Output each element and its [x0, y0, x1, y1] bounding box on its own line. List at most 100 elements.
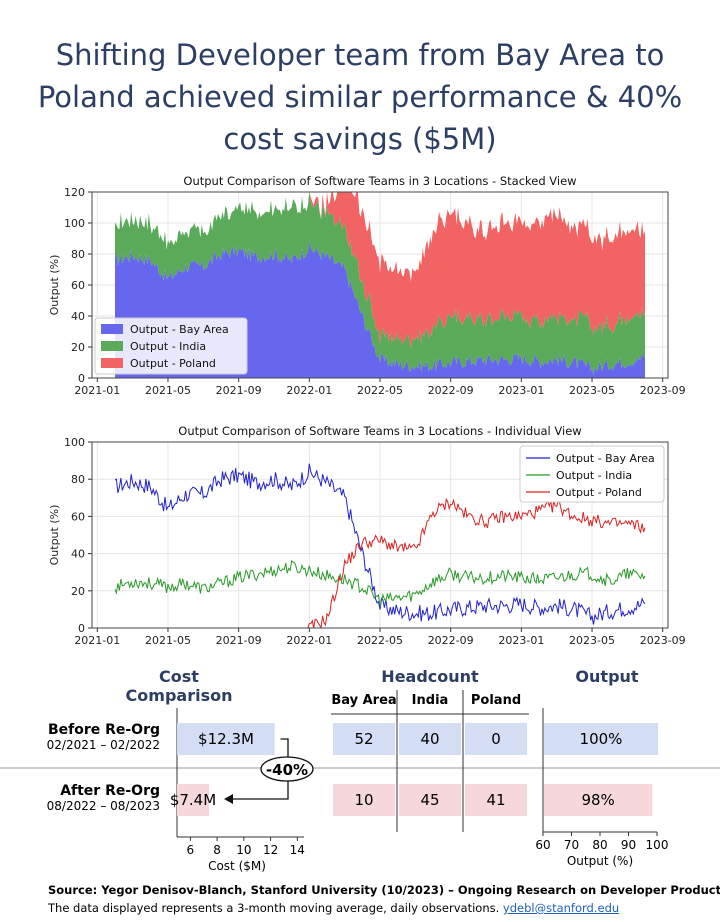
- cost-bar-label: $12.3M: [198, 730, 254, 748]
- source-text: Source: Yegor Denisov-Blanch, Stanford U…: [48, 883, 720, 897]
- output-xtick-label: 80: [592, 838, 607, 852]
- c1-xtick-label: 2021-09: [216, 384, 262, 397]
- c2-legend-label: Output - Bay Area: [556, 452, 655, 465]
- c1-ytick-label: 60: [71, 279, 85, 292]
- c2-xtick-label: 2023-09: [640, 634, 686, 647]
- before-period: 02/2021 – 02/2022: [46, 738, 160, 752]
- title-line-1: Shifting Developer team from Bay Area to: [55, 38, 665, 72]
- savings-label: -40%: [266, 761, 308, 779]
- headcount-after-bay-area: 10: [333, 784, 395, 816]
- after-label: After Re-Org: [60, 783, 160, 799]
- individual-line-chart: 0 20 40 60 80 100 2021-01 2021-05 2021-09 2022-01…: [48, 424, 686, 647]
- c2-ylabel: Output (%): [48, 505, 61, 566]
- cost-xlabel: Cost ($M): [208, 859, 266, 873]
- headcount-after-india: 45: [399, 784, 461, 816]
- c2-title: Output Comparison of Software Teams in 3…: [178, 424, 581, 438]
- output-xtick-label: 60: [535, 838, 550, 852]
- c1-legend-label: Output - Bay Area: [130, 323, 229, 336]
- c2-ytick-label: 40: [71, 548, 85, 561]
- before-row-label: Before Re-Org 02/2021 – 02/2022: [0, 722, 160, 752]
- c1-title: Output Comparison of Software Teams in 3…: [183, 174, 576, 188]
- c2-xtick-label: 2022-05: [357, 634, 403, 647]
- title-line-3: cost savings ($5M): [223, 122, 497, 156]
- output-bar-label: 98%: [581, 791, 614, 809]
- c1-legend-label: Output - Poland: [130, 357, 216, 370]
- output-bar: [544, 784, 653, 816]
- c1-xtick-label: 2023-09: [640, 384, 686, 397]
- c2-ytick-label: 80: [71, 473, 85, 486]
- c1-xtick-label: 2023-01: [498, 384, 544, 397]
- col-poland: Poland: [470, 693, 522, 708]
- savings-badge: [260, 756, 314, 782]
- c1-legend-swatch: [101, 358, 123, 368]
- c2-line-output-india: [114, 559, 646, 607]
- cost-bar-label: $7.4M: [170, 791, 216, 809]
- comparison-panel: 6 8 10 12 14 Cost ($M) $12.3M $7.4M -40% 60 70 80 90…: [0, 690, 720, 873]
- headcount-heading: Headcount: [381, 667, 479, 686]
- c2-xtick-label: 2021-01: [74, 634, 120, 647]
- c2-legend-label: Output - Poland: [556, 486, 642, 499]
- c2-ytick-label: 60: [71, 510, 85, 523]
- c1-xtick-label: 2021-05: [145, 384, 191, 397]
- c2-xtick-label: 2023-05: [569, 634, 615, 647]
- after-period: 08/2022 – 08/2023: [46, 799, 160, 813]
- c2-legend-label: Output - India: [556, 469, 632, 482]
- c1-legend-swatch: [101, 341, 123, 351]
- c1-ytick-label: 80: [71, 248, 85, 261]
- c1-ytick-label: 100: [64, 217, 85, 230]
- output-bar-label: 100%: [580, 730, 623, 748]
- c2-ytick-label: 100: [64, 436, 85, 449]
- c1-area-output-poland: [115, 192, 645, 349]
- title-line-2: Poland achieved similar performance & 40…: [37, 80, 683, 114]
- output-xtick-label: 100: [646, 838, 669, 852]
- cost-xtick-label: 14: [290, 843, 305, 857]
- email-link[interactable]: ydebl@stanford.edu: [502, 901, 620, 915]
- cost-bar: [177, 723, 275, 755]
- col-bay-area: Bay Area: [331, 693, 397, 708]
- output-xlabel: Output (%): [567, 854, 633, 868]
- page-title: Shifting Developer team from Bay Area to…: [0, 34, 720, 160]
- cost-xtick-label: 10: [236, 843, 251, 857]
- c2-frame: [91, 441, 669, 629]
- output-heading: Output: [575, 667, 639, 686]
- c2-xtick-label: 2022-09: [428, 634, 474, 647]
- c2-legend-box: [519, 445, 665, 503]
- cost-arrowhead: [224, 794, 233, 804]
- c2-xtick-label: 2021-09: [216, 634, 262, 647]
- c1-ytick-label: 120: [64, 186, 85, 199]
- output-bar: [544, 723, 658, 755]
- output-xtick-label: 70: [564, 838, 579, 852]
- headcount-before-bay-area: 52: [333, 723, 395, 755]
- c1-xtick-label: 2022-05: [357, 384, 403, 397]
- headcount-after-poland: 41: [465, 784, 527, 816]
- c1-xtick-label: 2022-09: [428, 384, 474, 397]
- c2-xtick-label: 2022-01: [286, 634, 332, 647]
- c1-ylabel: Output (%): [48, 255, 61, 316]
- col-india: India: [411, 693, 449, 708]
- c2-ytick-label: 20: [71, 585, 85, 598]
- footer-note: The data displayed represents a 3-month …: [48, 901, 619, 915]
- c1-frame: [91, 191, 669, 379]
- c2-line-output-bay-area: [114, 463, 646, 625]
- note-text: The data displayed represents a 3-month …: [48, 901, 500, 915]
- c1-ytick-label: 20: [71, 341, 85, 354]
- cost-xtick-label: 12: [263, 843, 278, 857]
- after-row-label: After Re-Org 08/2022 – 08/2023: [0, 783, 160, 813]
- c1-ytick-label: 0: [78, 372, 85, 385]
- c1-legend-swatch: [101, 324, 123, 334]
- headcount-before-india: 40: [399, 723, 461, 755]
- c2-xtick-label: 2023-01: [498, 634, 544, 647]
- c1-legend: Output - Bay Area Output - India Output - …: [94, 317, 248, 375]
- c2-legend: Output - Bay Area Output - India Output - …: [519, 445, 665, 503]
- c1-xtick-label: 2022-01: [286, 384, 332, 397]
- c2-ytick-label: 0: [78, 622, 85, 635]
- cost-xtick-label: 8: [213, 843, 221, 857]
- cost-xtick-label: 6: [187, 843, 195, 857]
- c1-legend-label: Output - India: [130, 340, 206, 353]
- headcount-before-poland: 0: [465, 723, 527, 755]
- c1-ytick-label: 40: [71, 310, 85, 323]
- cost-comparison-heading: Cost Comparison: [125, 667, 233, 705]
- output-xtick-label: 90: [621, 838, 636, 852]
- before-label: Before Re-Org: [47, 722, 160, 738]
- c1-legend-box: [94, 317, 248, 375]
